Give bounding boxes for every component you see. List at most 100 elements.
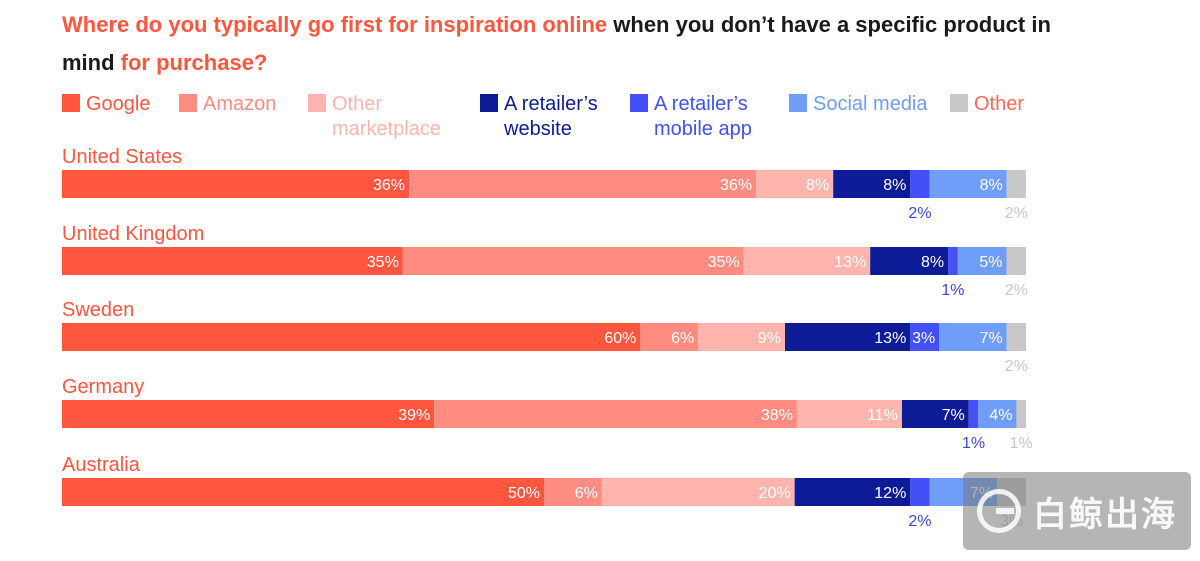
legend-label: Other marketplace bbox=[332, 93, 441, 140]
bar-segment bbox=[1016, 400, 1026, 428]
legend-item: A retailer’s website bbox=[480, 92, 598, 142]
value-label: 35% bbox=[367, 254, 399, 271]
bar-segment bbox=[62, 170, 410, 198]
title-highlight-2: for purchase? bbox=[120, 50, 268, 75]
bar-segment bbox=[62, 323, 641, 351]
country-label: Germany bbox=[62, 376, 144, 398]
value-label: 7% bbox=[942, 407, 965, 424]
legend-item: Social media bbox=[789, 92, 928, 117]
value-label: 1% bbox=[941, 282, 964, 299]
legend-item: A retailer’s mobile app bbox=[630, 92, 752, 142]
bar-segment bbox=[929, 170, 1007, 198]
legend-item: Google bbox=[62, 92, 151, 117]
value-label: 8% bbox=[980, 177, 1003, 194]
watermark-logo-icon bbox=[977, 489, 1021, 533]
legend-swatch bbox=[62, 94, 80, 112]
value-label: 36% bbox=[720, 177, 752, 194]
value-label: 12% bbox=[874, 485, 906, 502]
value-label: 13% bbox=[874, 330, 906, 347]
legend-label: Amazon bbox=[203, 93, 277, 115]
bar-segment bbox=[796, 400, 902, 428]
bar-segment bbox=[794, 478, 911, 506]
bar-segment bbox=[978, 400, 1017, 428]
bar-segment bbox=[833, 170, 911, 198]
bar-segment bbox=[901, 400, 969, 428]
value-label: 2% bbox=[1005, 282, 1028, 299]
bar-segment bbox=[939, 323, 1007, 351]
legend-label: Social media bbox=[813, 93, 928, 115]
bar-segment bbox=[544, 478, 602, 506]
bar-segment bbox=[743, 247, 871, 275]
legend-label: Google bbox=[86, 93, 151, 115]
chart-title: Where do you typically go first for insp… bbox=[62, 6, 1062, 82]
bar-segment bbox=[601, 478, 795, 506]
value-label: 38% bbox=[761, 407, 793, 424]
value-label: 50% bbox=[508, 485, 540, 502]
bar-segment bbox=[409, 170, 757, 198]
value-label: 60% bbox=[604, 330, 636, 347]
legend-swatch bbox=[789, 94, 807, 112]
bar-segment bbox=[640, 323, 699, 351]
country-label: United States bbox=[62, 146, 182, 168]
chart-legend: Google Amazon Other marketplace A retailer’… bbox=[62, 92, 1162, 148]
value-label: 6% bbox=[671, 330, 694, 347]
value-label: 20% bbox=[759, 485, 791, 502]
watermark: 白鲸出海 bbox=[963, 472, 1191, 550]
value-label: 8% bbox=[921, 254, 944, 271]
value-label: 13% bbox=[834, 254, 866, 271]
bar-segment bbox=[402, 247, 744, 275]
value-label: 36% bbox=[373, 177, 405, 194]
bar-segment bbox=[756, 170, 834, 198]
watermark-text: 白鲸出海 bbox=[1033, 495, 1177, 534]
value-label: 1% bbox=[1010, 435, 1033, 452]
legend-swatch bbox=[308, 94, 326, 112]
bar-segment bbox=[785, 323, 911, 351]
value-label: 5% bbox=[979, 254, 1002, 271]
bar-segment bbox=[910, 478, 930, 506]
legend-label: A retailer’s website bbox=[504, 93, 598, 140]
value-label: 1% bbox=[962, 435, 985, 452]
value-label: 8% bbox=[883, 177, 906, 194]
country-label: Australia bbox=[62, 454, 141, 476]
value-label: 2% bbox=[1005, 205, 1028, 222]
value-label: 3% bbox=[912, 330, 935, 347]
bar-segment bbox=[1006, 170, 1026, 198]
legend-item: Other marketplace bbox=[308, 92, 441, 142]
value-label: 7% bbox=[980, 330, 1003, 347]
value-label: 8% bbox=[806, 177, 829, 194]
value-label: 2% bbox=[908, 513, 931, 530]
bar-segment bbox=[434, 400, 797, 428]
value-label: 35% bbox=[708, 254, 740, 271]
bar-segment bbox=[1006, 247, 1026, 275]
value-label: 2% bbox=[1005, 358, 1028, 375]
country-label: Sweden bbox=[62, 299, 134, 321]
legend-label: A retailer’s mobile app bbox=[654, 93, 752, 140]
bar-segment bbox=[698, 323, 785, 351]
value-label: 2% bbox=[908, 205, 931, 222]
legend-swatch bbox=[630, 94, 648, 112]
legend-swatch bbox=[950, 94, 968, 112]
value-label: 39% bbox=[398, 407, 430, 424]
title-highlight-1: Where do you typically go first for insp… bbox=[62, 12, 608, 37]
bar-segment bbox=[910, 170, 930, 198]
bar-segment bbox=[948, 247, 958, 275]
bar-segment bbox=[62, 247, 403, 275]
bar-segment bbox=[870, 247, 949, 275]
title-middle: when you don’t have a specific product i… bbox=[62, 12, 1051, 75]
bar-segment bbox=[910, 323, 940, 351]
bar-segment bbox=[957, 247, 1007, 275]
value-label: 9% bbox=[758, 330, 781, 347]
bar-segment bbox=[968, 400, 979, 428]
legend-swatch bbox=[480, 94, 498, 112]
value-label: 4% bbox=[989, 407, 1012, 424]
bar-segment bbox=[1006, 323, 1026, 351]
value-label: 11% bbox=[867, 407, 898, 424]
country-label: United Kingdom bbox=[62, 223, 204, 245]
legend-swatch bbox=[179, 94, 197, 112]
bar-segment bbox=[62, 400, 435, 428]
legend-label: Other bbox=[974, 93, 1025, 115]
legend-item: Other bbox=[950, 92, 1024, 117]
bar-segment bbox=[62, 478, 544, 506]
legend-item: Amazon bbox=[179, 92, 276, 117]
value-label: 6% bbox=[575, 485, 598, 502]
